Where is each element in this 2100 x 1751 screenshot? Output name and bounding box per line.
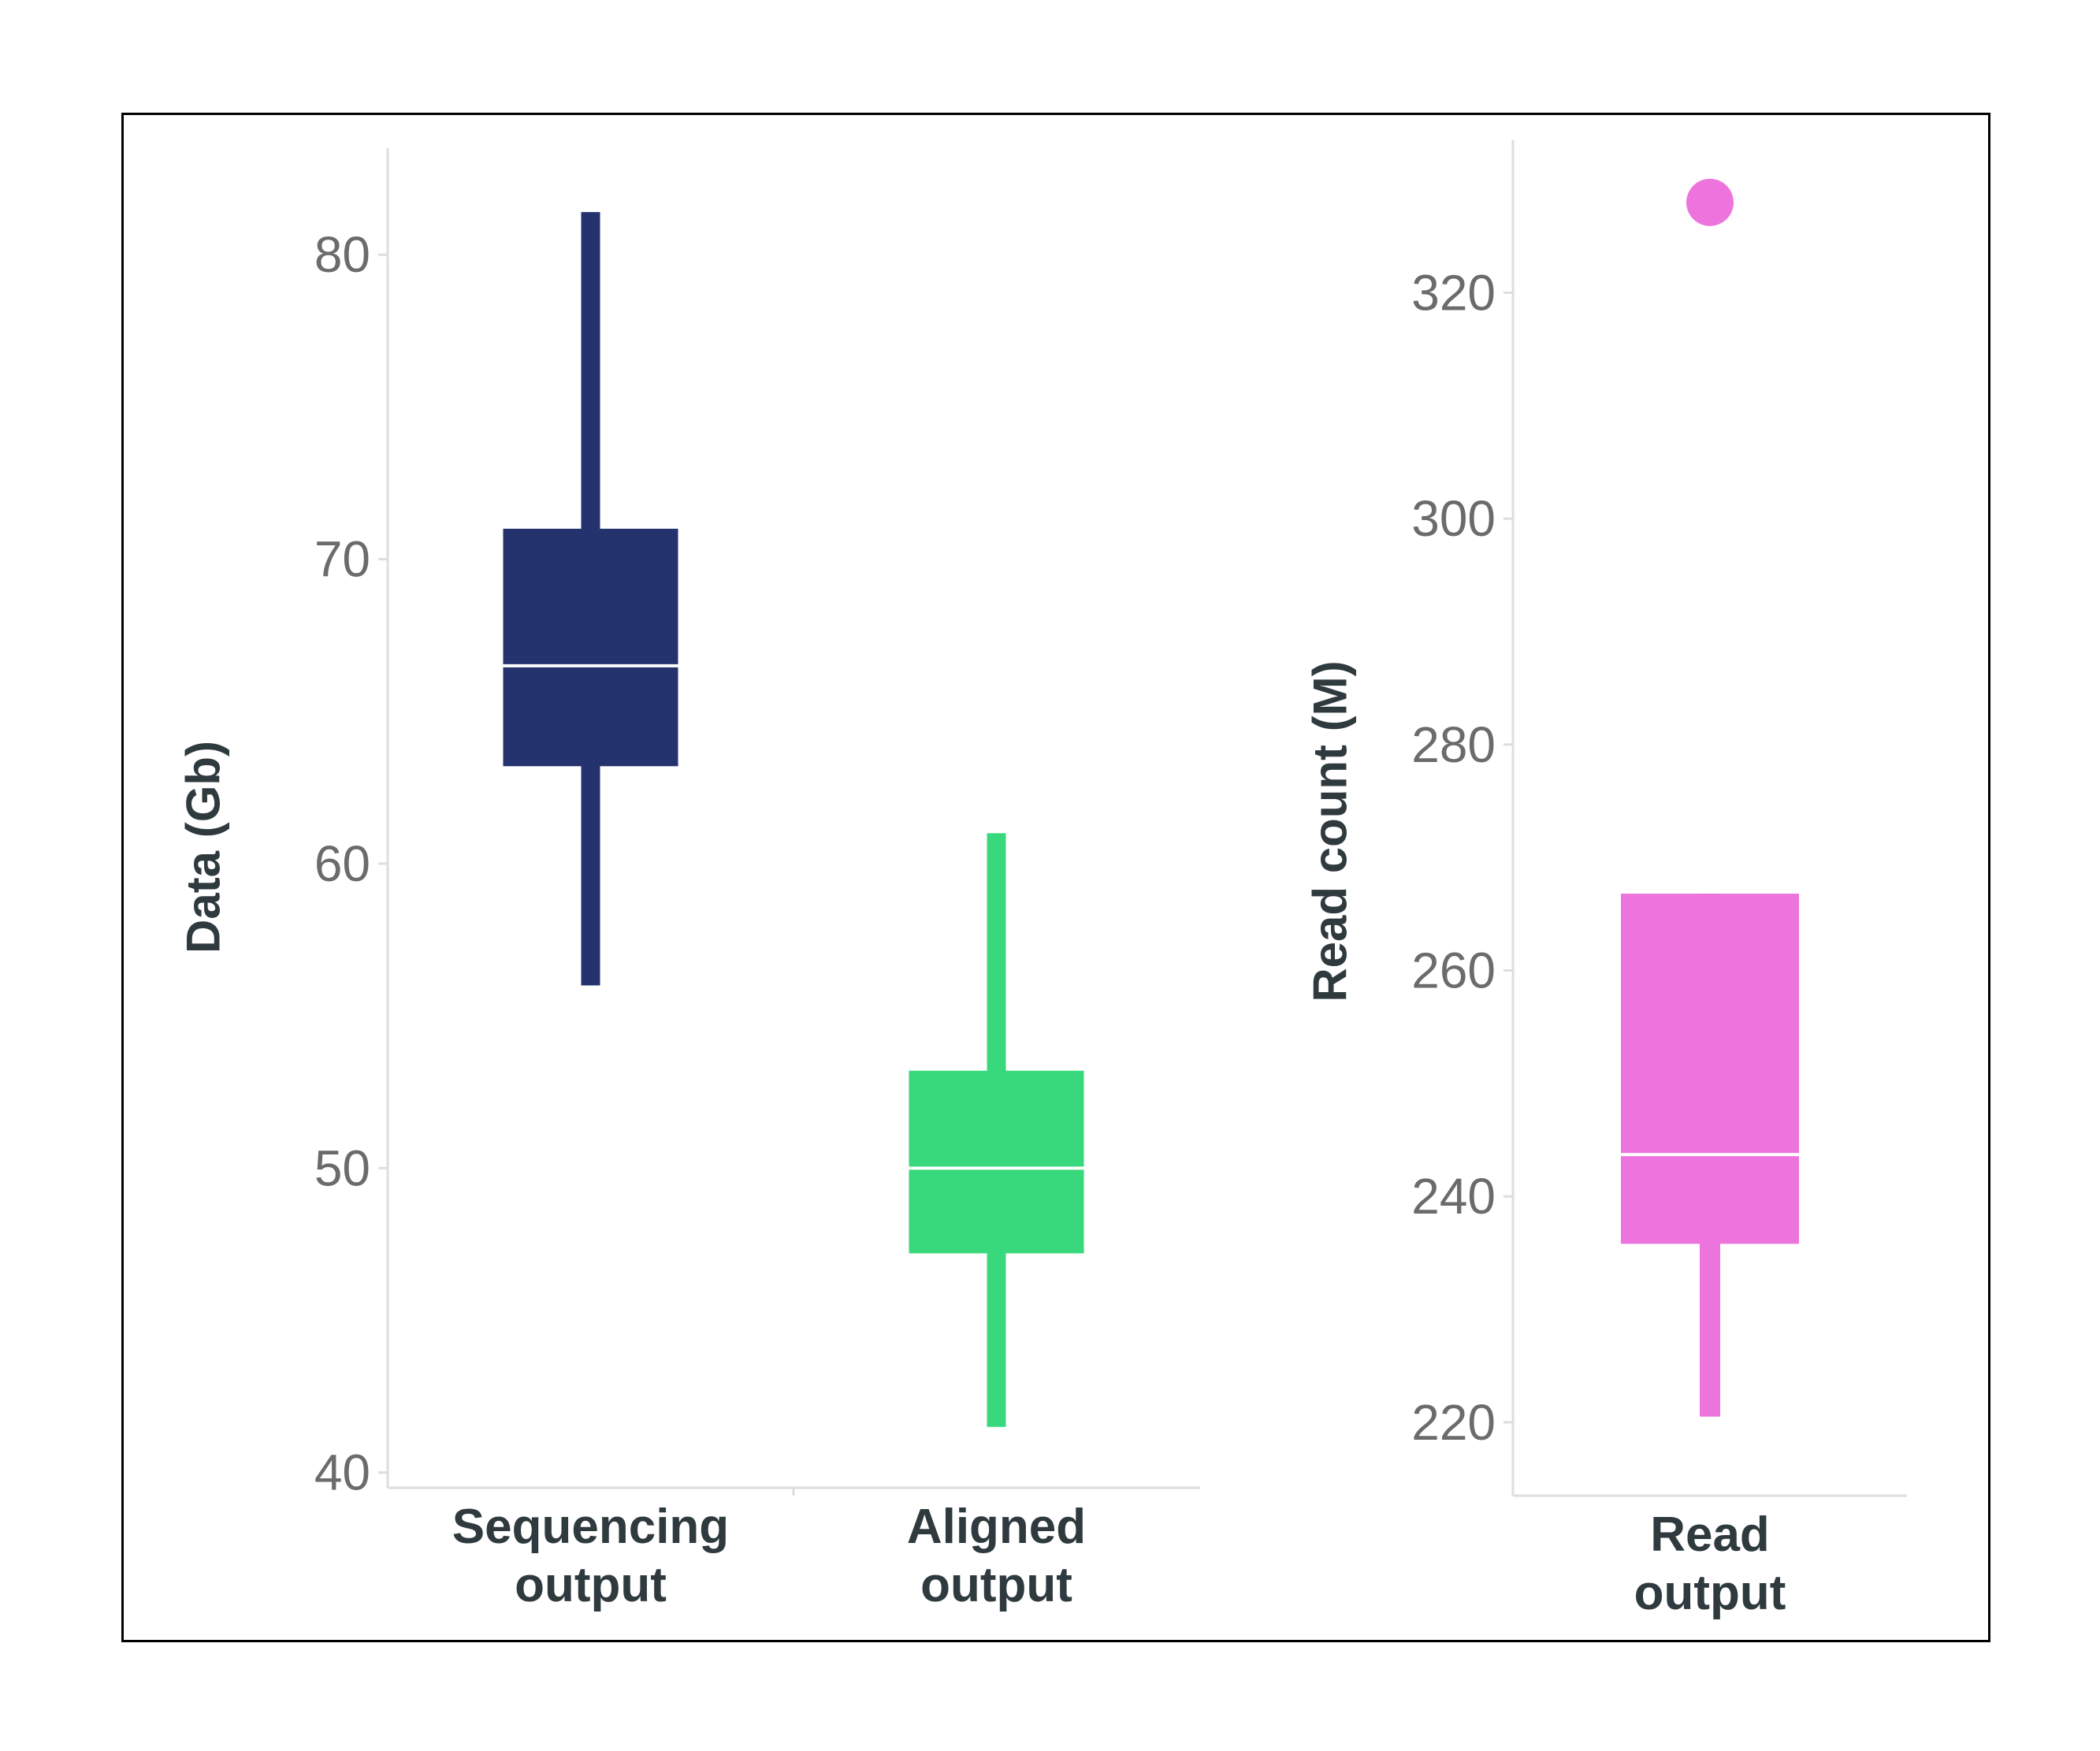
x-category-label: Sequencing output xyxy=(452,1500,729,1612)
y-tick-label: 260 xyxy=(1411,942,1496,999)
y-axis-title: Read count (M) xyxy=(1304,660,1357,1002)
x-category-label-line: Aligned xyxy=(907,1500,1086,1554)
box-10 xyxy=(1621,178,1799,1417)
x-category-label-line: output xyxy=(920,1558,1072,1612)
y-tick-label: 220 xyxy=(1411,1394,1496,1451)
x-category-label: Aligned output xyxy=(907,1500,1086,1612)
y-axis-title: Data (Gb) xyxy=(177,741,230,954)
y-tick-label: 320 xyxy=(1411,265,1496,322)
y-tick-label: 80 xyxy=(314,226,370,283)
y-tick-label: 70 xyxy=(314,531,370,588)
iqr-box xyxy=(503,528,678,767)
y-tick-label: 40 xyxy=(314,1444,370,1501)
y-tick-label: 280 xyxy=(1411,716,1496,773)
y-tick-label: 60 xyxy=(314,835,370,892)
box-1 xyxy=(909,833,1084,1427)
box-0 xyxy=(503,212,678,986)
y-tick-label: 50 xyxy=(314,1139,370,1196)
iqr-box xyxy=(1621,894,1799,1244)
chart-panel-right: 220 240 260 280 300 320 Read count (M) Read outp… xyxy=(1304,140,1907,1620)
x-category-label-line: Read xyxy=(1650,1507,1770,1562)
x-category-label-line: Sequencing xyxy=(452,1500,729,1554)
outlier-point xyxy=(1686,178,1734,226)
y-tick-label: 300 xyxy=(1411,490,1496,547)
iqr-box xyxy=(909,1070,1084,1254)
y-tick-label: 240 xyxy=(1411,1168,1496,1225)
x-category-label-line: output xyxy=(515,1558,667,1612)
x-category-label: Read output xyxy=(1634,1507,1786,1620)
figure-frame xyxy=(121,113,1990,1642)
x-category-label-line: output xyxy=(1634,1566,1786,1620)
